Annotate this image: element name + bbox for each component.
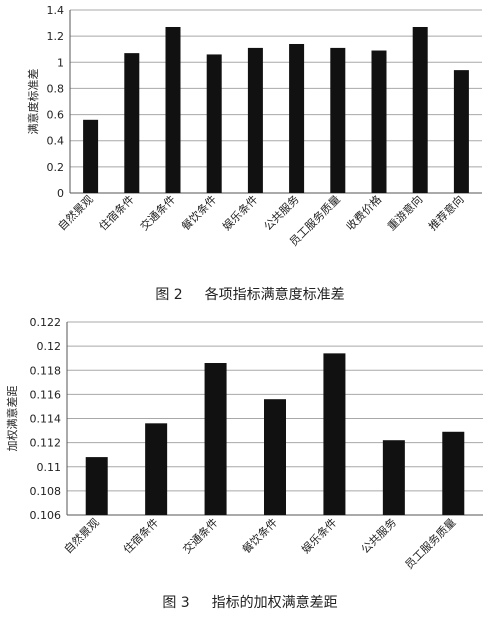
bar [165,26,181,193]
bar [247,47,263,194]
caption-text: 指标的加权满意差距 [212,594,338,611]
x-category-label: 餐饮条件 [239,515,280,556]
bar [330,47,346,194]
y-tick-label: 0.11 [37,461,62,474]
bar [145,423,168,515]
x-category-label: 公共服务 [261,193,301,233]
y-tick-label: 0.108 [30,485,62,498]
y-tick-label: 1.2 [47,30,65,43]
bar [264,399,286,515]
y-tick-label: 1 [57,56,64,69]
x-category-label: 推荐意向 [426,192,467,233]
chart-std-deviation-caption: 图 2 各项指标满意度标准差 [155,286,344,303]
y-tick-label: 0.4 [47,135,65,148]
y-tick-label: 0 [57,187,64,200]
y-tick-label: 0.116 [30,388,62,401]
y-tick-label: 1.4 [47,4,65,17]
y-tick-label: 0.12 [37,340,62,353]
y-tick-label: 0.8 [47,82,65,95]
bar [371,50,387,194]
y-tick-label: 0.114 [30,413,62,426]
x-category-label: 餐饮条件 [178,192,219,233]
y-tick-label: 0.112 [30,437,62,450]
x-category-label: 交通条件 [137,192,178,233]
y-tick-label: 0.2 [47,161,65,174]
bar [412,26,428,193]
y-tick-label: 0.6 [47,109,65,122]
bar [83,119,99,193]
y-tick-label: 0.118 [30,364,62,377]
x-category-label: 娱乐条件 [220,192,261,233]
bar [289,43,305,193]
bar [204,363,227,515]
bar [442,431,465,515]
caption-text: 各项指标满意度标准差 [205,286,345,303]
x-category-label: 员工服务质量 [403,516,459,572]
x-category-label: 住宿条件 [96,192,137,233]
y-tick-label: 0.106 [30,509,62,522]
bar [85,457,108,515]
x-category-label: 娱乐条件 [299,515,340,556]
y-tick-label: 0.122 [30,316,62,329]
bar [453,70,469,193]
x-category-label: 住宿条件 [120,515,161,556]
chart-weighted-gap: 0.106 0.108 0.11 0.112 0.114 0.116 0.118 0.12 0.… [5,316,483,572]
x-category-label: 自然景观 [61,515,102,556]
bar [124,53,140,194]
x-category-label: 收费价格 [343,192,384,233]
y-axis-label: 加权满意差距 [5,386,19,452]
bar [323,353,346,515]
caption-number: 图 3 [162,595,189,611]
x-category-label: 重游意向 [384,192,425,233]
bar [382,440,405,515]
chart-weighted-gap-caption: 图 3 指标的加权满意差距 [162,594,337,611]
x-category-label: 交通条件 [180,515,221,556]
y-axis-label: 满意度标准差 [26,69,40,135]
x-category-label: 公共服务 [359,516,399,556]
bar [206,54,222,193]
caption-number: 图 2 [155,287,182,303]
